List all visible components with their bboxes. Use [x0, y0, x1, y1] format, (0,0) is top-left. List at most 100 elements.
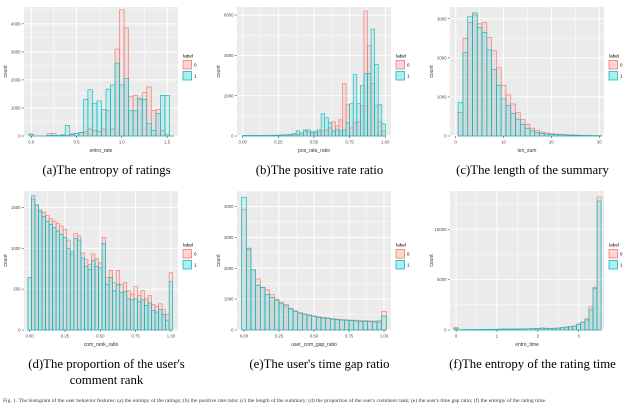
subplot-a-caption: (a)The entropy of ratings: [42, 163, 171, 177]
svg-text:1.0: 1.0: [119, 140, 126, 145]
svg-text:6000: 6000: [224, 13, 234, 18]
svg-text:0.25: 0.25: [274, 140, 283, 145]
svg-text:0: 0: [231, 328, 234, 333]
svg-text:1000: 1000: [437, 95, 447, 100]
svg-text:1: 1: [620, 74, 623, 79]
svg-text:0: 0: [194, 63, 197, 68]
svg-text:label: label: [396, 54, 406, 60]
svg-text:label: label: [183, 54, 193, 60]
svg-text:entro_rate: entro_rate: [90, 148, 113, 154]
svg-text:1.5: 1.5: [164, 140, 171, 145]
subplot-d-caption: (d)The proportion of the user's comment …: [28, 356, 185, 387]
svg-text:count: count: [429, 254, 435, 267]
svg-text:30: 30: [597, 140, 602, 145]
svg-text:0: 0: [444, 328, 447, 333]
histogram-pos-rate-ratio: 0.00 0.25 0.50 0.75 1.00 0 2000 4000 6000 pos_rat…: [216, 7, 410, 154]
svg-text:label: label: [609, 242, 619, 248]
subplot-e-caption: (e)The user's time gap ratio: [249, 356, 390, 371]
svg-text:0: 0: [231, 134, 234, 139]
svg-text:count: count: [429, 65, 435, 78]
svg-text:0.75: 0.75: [131, 333, 140, 338]
figure-grid: 0.0 0.5 1.0 1.5 0 1000 2000 3000 4000 entro_rate c…: [0, 2, 639, 389]
svg-text:1.00: 1.00: [381, 140, 390, 145]
subplot-f-caption: (f)The entropy of the rating time: [449, 356, 616, 371]
svg-text:4000: 4000: [224, 204, 234, 209]
svg-text:0: 0: [407, 63, 410, 68]
svg-text:0: 0: [18, 134, 21, 139]
svg-text:0.0: 0.0: [28, 140, 35, 145]
svg-text:entro_time: entro_time: [515, 342, 539, 348]
svg-text:0: 0: [455, 140, 458, 145]
svg-text:0.50: 0.50: [310, 333, 319, 338]
svg-text:0: 0: [620, 251, 623, 256]
svg-text:len_sum: len_sum: [518, 148, 537, 154]
svg-text:count: count: [216, 65, 222, 78]
svg-text:1500: 1500: [11, 205, 21, 210]
svg-text:1: 1: [407, 262, 410, 267]
figure-caption: Fig. 1. The histogram of the user behavi…: [3, 397, 547, 404]
svg-text:com_rank_ratio: com_rank_ratio: [84, 342, 119, 348]
svg-text:0.50: 0.50: [96, 333, 105, 338]
svg-text:0: 0: [620, 63, 623, 68]
svg-text:1: 1: [496, 333, 499, 338]
svg-text:label: label: [609, 54, 619, 60]
svg-text:3000: 3000: [224, 235, 234, 240]
svg-text:3000: 3000: [437, 16, 447, 21]
svg-text:user_com_gap_ratio: user_com_gap_ratio: [291, 342, 337, 348]
svg-text:pos_rate_ratio: pos_rate_ratio: [298, 148, 330, 154]
svg-text:0.25: 0.25: [275, 333, 284, 338]
svg-text:5000: 5000: [437, 277, 447, 282]
svg-text:1.00: 1.00: [380, 333, 389, 338]
svg-text:2000: 2000: [224, 266, 234, 271]
svg-text:0: 0: [18, 328, 21, 333]
svg-text:1: 1: [407, 74, 410, 79]
svg-text:0.25: 0.25: [61, 333, 70, 338]
svg-text:2000: 2000: [11, 78, 21, 83]
svg-text:0.75: 0.75: [345, 140, 354, 145]
svg-text:0.5: 0.5: [74, 140, 81, 145]
svg-text:4000: 4000: [224, 53, 234, 58]
subplot-f: 0 1 2 3 0 5000 10000 entro_time count label 0 1 (f)…: [426, 186, 639, 389]
svg-text:1.00: 1.00: [167, 333, 176, 338]
subplot-b: 0.00 0.25 0.50 0.75 1.00 0 2000 4000 6000 pos_rat…: [213, 2, 426, 179]
svg-text:2: 2: [537, 333, 540, 338]
svg-text:1: 1: [620, 262, 623, 267]
svg-text:0: 0: [455, 333, 458, 338]
svg-text:500: 500: [13, 287, 21, 292]
svg-text:count: count: [216, 254, 222, 267]
svg-text:3000: 3000: [11, 49, 21, 54]
svg-text:count: count: [3, 65, 9, 78]
svg-text:10: 10: [501, 140, 506, 145]
svg-text:0: 0: [407, 251, 410, 256]
svg-text:1000: 1000: [11, 106, 21, 111]
svg-text:20: 20: [549, 140, 554, 145]
subplot-c: 0 10 20 30 0 1000 2000 3000 len_sum count label 0 1 …: [426, 2, 639, 179]
svg-text:label: label: [183, 242, 193, 248]
svg-text:0.75: 0.75: [345, 333, 354, 338]
subplot-c-caption: (c)The length of the summary: [456, 163, 609, 177]
subplot-e: 0.00 0.25 0.50 0.75 1.00 0 1000 2000 3000 4000 use…: [213, 186, 426, 389]
svg-text:3: 3: [577, 333, 580, 338]
svg-text:count: count: [3, 254, 9, 267]
svg-text:0.00: 0.00: [240, 333, 249, 338]
subplot-b-caption: (b)The positive rate ratio: [255, 163, 384, 177]
svg-text:0.50: 0.50: [310, 140, 319, 145]
svg-text:1000: 1000: [224, 297, 234, 302]
svg-text:1: 1: [194, 262, 197, 267]
histogram-com-rank-ratio: 0.00 0.25 0.50 0.75 1.00 0 500 1000 1500 com_rank…: [3, 190, 197, 348]
svg-text:2000: 2000: [437, 55, 447, 60]
subplot-d: 0.00 0.25 0.50 0.75 1.00 0 500 1000 1500 com_rank…: [0, 186, 213, 389]
subplot-a: 0.0 0.5 1.0 1.5 0 1000 2000 3000 4000 entro_rate c…: [0, 2, 213, 179]
svg-text:0.00: 0.00: [25, 333, 34, 338]
histogram-user-com-gap-ratio: 0.00 0.25 0.50 0.75 1.00 0 1000 2000 3000 4000 use…: [216, 190, 410, 348]
svg-text:0.00: 0.00: [239, 140, 248, 145]
svg-text:1000: 1000: [11, 246, 21, 251]
svg-text:label: label: [396, 242, 406, 248]
svg-text:0: 0: [444, 134, 447, 139]
histogram-entro-rate: 0.0 0.5 1.0 1.5 0 1000 2000 3000 4000 entro_rate c…: [3, 7, 197, 154]
svg-text:0: 0: [194, 251, 197, 256]
svg-text:1: 1: [194, 74, 197, 79]
svg-text:4000: 4000: [11, 21, 21, 26]
